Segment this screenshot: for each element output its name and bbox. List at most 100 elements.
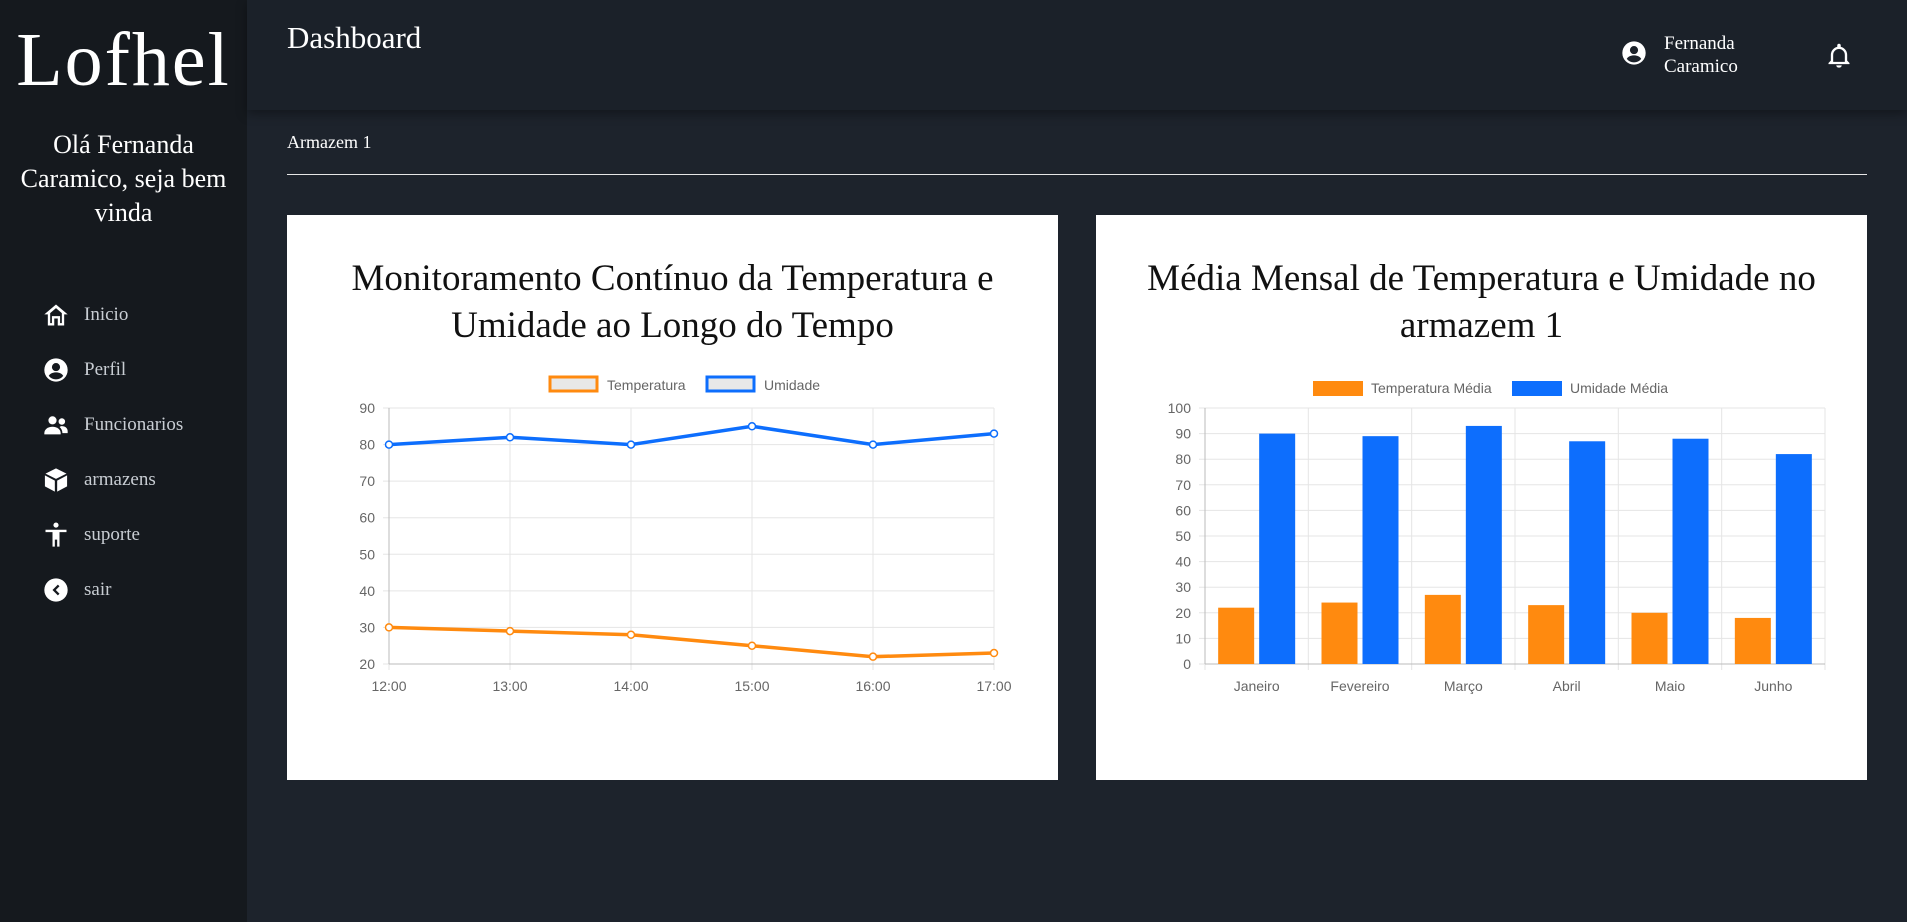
chevron-left-circle-icon bbox=[42, 576, 70, 604]
user-circle-icon bbox=[1620, 39, 1648, 71]
x-tick-label: Abril bbox=[1553, 678, 1581, 694]
divider bbox=[287, 174, 1867, 175]
y-tick-label: 90 bbox=[359, 400, 375, 416]
bar bbox=[1465, 425, 1502, 664]
data-point bbox=[384, 440, 394, 449]
accessibility-icon bbox=[42, 521, 70, 549]
x-tick-label: Março bbox=[1444, 678, 1483, 694]
brand-logo[interactable]: Lofhel bbox=[16, 18, 231, 102]
notifications-button[interactable] bbox=[1825, 42, 1853, 74]
user-menu[interactable]: Fernanda Caramico bbox=[1620, 32, 1754, 78]
bar bbox=[1775, 454, 1812, 664]
y-tick-label: 30 bbox=[1175, 579, 1191, 595]
x-tick-label: Fevereiro bbox=[1330, 678, 1389, 694]
x-tick-label: 16:00 bbox=[855, 678, 890, 694]
y-tick-label: 70 bbox=[359, 473, 375, 489]
legend-label: Umidade bbox=[764, 377, 820, 393]
bar bbox=[1259, 433, 1296, 664]
chart-title: Monitoramento Contínuo da Temperatura e … bbox=[351, 258, 994, 346]
series-line bbox=[388, 424, 995, 447]
legend-swatch bbox=[1313, 381, 1363, 396]
x-tick-label: 17:00 bbox=[976, 678, 1011, 694]
sidebar: Lofhel Olá Fernanda Caramico, seja bem v… bbox=[0, 0, 247, 922]
user-circle-icon bbox=[42, 356, 70, 384]
bar bbox=[1424, 594, 1461, 664]
y-tick-label: 80 bbox=[1175, 451, 1191, 467]
sidebar-item-label: suporte bbox=[84, 523, 140, 545]
line-chart-card: Monitoramento Contínuo da Temperatura e … bbox=[287, 215, 1058, 780]
data-point bbox=[626, 630, 636, 639]
y-tick-label: 90 bbox=[1175, 426, 1191, 442]
bar bbox=[1218, 607, 1255, 664]
sidebar-item-label: armazens bbox=[84, 468, 156, 490]
y-tick-label: 100 bbox=[1168, 400, 1192, 416]
home-icon bbox=[42, 301, 70, 329]
legend-swatch bbox=[705, 375, 756, 393]
y-tick-label: 70 bbox=[1175, 477, 1191, 493]
bar bbox=[1528, 605, 1565, 664]
bar-chart: 0 10 20 30 40 50 60 70 80 90 100 Janeiro Fevereiro Ma… bbox=[1168, 380, 1826, 694]
sidebar-item-perfil[interactable]: Perfil bbox=[0, 342, 247, 397]
legend-label: Umidade Média bbox=[1570, 380, 1668, 396]
data-point bbox=[384, 623, 394, 632]
y-tick-label: 20 bbox=[359, 656, 375, 672]
y-tick-label: 60 bbox=[359, 510, 375, 526]
sidebar-item-label: Perfil bbox=[84, 358, 127, 380]
legend-label: Temperatura bbox=[607, 377, 686, 393]
bar bbox=[1734, 617, 1771, 664]
data-point bbox=[868, 652, 878, 661]
sidebar-item-funcionarios[interactable]: Funcionarios bbox=[0, 397, 247, 452]
sidebar-item-armazens[interactable]: armazens bbox=[0, 452, 247, 507]
sidebar-item-suporte[interactable]: suporte bbox=[0, 507, 247, 562]
sidebar-item-inicio[interactable]: Inicio bbox=[0, 287, 247, 342]
line-chart: 20 30 40 50 60 70 80 90 12:00 13:00 14:00 15:00 16:0… bbox=[359, 375, 1012, 694]
data-point bbox=[989, 648, 999, 658]
bar bbox=[1672, 438, 1709, 664]
sidebar-nav: Inicio Perfil Funcionarios armazens supo… bbox=[0, 287, 247, 617]
x-tick-label: 12:00 bbox=[371, 678, 406, 694]
y-tick-label: 80 bbox=[359, 437, 375, 453]
data-point bbox=[505, 626, 515, 636]
breadcrumb: Armazem 1 bbox=[287, 132, 372, 152]
y-tick-label: 50 bbox=[1175, 528, 1191, 544]
data-point bbox=[505, 433, 515, 442]
x-tick-label: 14:00 bbox=[613, 678, 648, 694]
bell-icon bbox=[1825, 43, 1853, 74]
bar-chart-card: Média Mensal de Temperatura e Umidade no… bbox=[1096, 215, 1867, 780]
y-tick-label: 50 bbox=[359, 546, 375, 562]
bar bbox=[1321, 602, 1358, 664]
sidebar-item-label: Inicio bbox=[84, 303, 129, 325]
page-title: Dashboard bbox=[287, 20, 422, 55]
y-tick-label: 40 bbox=[359, 583, 375, 599]
data-point bbox=[626, 440, 636, 449]
sidebar-item-label: sair bbox=[84, 578, 112, 600]
y-tick-label: 20 bbox=[1175, 605, 1191, 621]
bar bbox=[1631, 612, 1668, 664]
x-tick-label: Maio bbox=[1655, 678, 1686, 694]
sidebar-item-sair[interactable]: sair bbox=[0, 562, 247, 617]
x-tick-label: 15:00 bbox=[734, 678, 769, 694]
x-tick-label: Janeiro bbox=[1234, 678, 1280, 694]
series-line bbox=[388, 625, 995, 659]
data-point bbox=[868, 440, 878, 449]
top-header: Dashboard Fernanda Caramico bbox=[247, 0, 1907, 110]
y-tick-label: 0 bbox=[1183, 656, 1191, 672]
y-tick-label: 40 bbox=[1175, 554, 1191, 570]
bar bbox=[1362, 436, 1399, 664]
y-tick-label: 30 bbox=[359, 619, 375, 635]
data-point bbox=[747, 422, 757, 431]
x-tick-label: 13:00 bbox=[492, 678, 527, 694]
greeting-text: Olá Fernanda Caramico, seja bem vinda bbox=[20, 130, 227, 227]
users-icon bbox=[42, 411, 70, 439]
legend-swatch bbox=[1512, 381, 1562, 396]
user-name: Fernanda Caramico bbox=[1664, 33, 1738, 77]
chart-title: Média Mensal de Temperatura e Umidade no… bbox=[1147, 258, 1816, 346]
legend-label: Temperatura Média bbox=[1371, 380, 1492, 396]
x-tick-label: Junho bbox=[1754, 678, 1792, 694]
y-tick-label: 10 bbox=[1175, 630, 1191, 646]
sidebar-item-label: Funcionarios bbox=[84, 413, 184, 435]
data-point bbox=[989, 429, 999, 438]
box-icon bbox=[42, 466, 70, 494]
data-point bbox=[747, 641, 757, 650]
y-tick-label: 60 bbox=[1175, 502, 1191, 518]
